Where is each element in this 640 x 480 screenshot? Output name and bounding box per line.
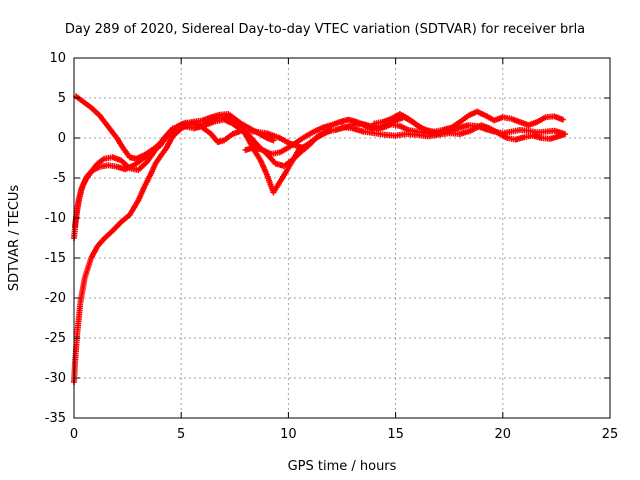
data-point xyxy=(561,131,568,137)
y-axis-label: SDTVAR / TECUs xyxy=(7,185,22,292)
series-track xyxy=(71,114,335,385)
y-tick-label: 0 xyxy=(58,131,66,146)
y-tick-label: -20 xyxy=(45,291,66,306)
series-track xyxy=(371,108,566,135)
series-track xyxy=(339,122,568,143)
data-point xyxy=(270,137,277,144)
y-tick-label: 5 xyxy=(58,91,66,106)
x-axis-label: GPS time / hours xyxy=(288,459,397,474)
plot-frame xyxy=(73,57,611,419)
grid-lines xyxy=(74,58,610,418)
axis-ticks: 0 5 10 15 20 25 -35 -30 -25 -20 -15 -10 -5 0 5 10 xyxy=(45,51,619,442)
y-tick-label: -10 xyxy=(45,211,66,226)
data-points xyxy=(71,93,568,385)
y-tick-label: -30 xyxy=(45,371,66,386)
x-tick-label: 10 xyxy=(280,427,297,442)
data-point xyxy=(559,116,566,123)
y-tick-label: -15 xyxy=(45,251,66,266)
chart-title: Day 289 of 2020, Sidereal Day-to-day VTE… xyxy=(65,22,585,37)
y-tick-label: -35 xyxy=(45,411,66,426)
x-tick-label: 0 xyxy=(70,427,78,442)
y-tick-label: 10 xyxy=(49,51,66,66)
x-tick-label: 15 xyxy=(387,427,404,442)
y-tick-label: -25 xyxy=(45,331,66,346)
y-tick-label: -5 xyxy=(53,171,66,186)
x-tick-label: 25 xyxy=(602,427,619,442)
x-tick-label: 5 xyxy=(177,427,185,442)
x-tick-label: 20 xyxy=(495,427,512,442)
